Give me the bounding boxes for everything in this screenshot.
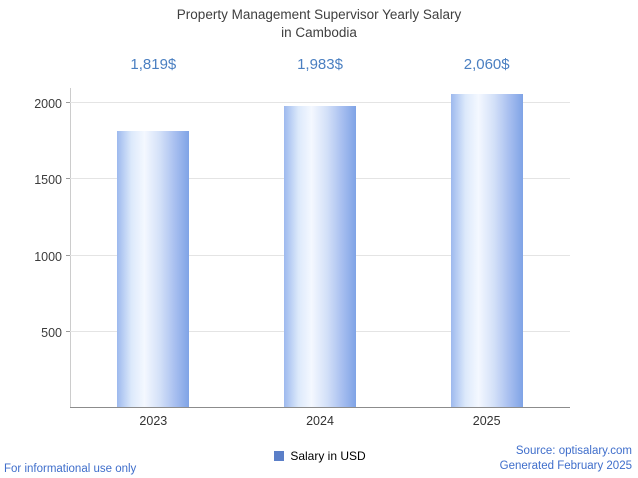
- legend-label: Salary in USD: [290, 449, 366, 463]
- bar-2024: [283, 105, 356, 407]
- x-axis-label: 2023: [139, 414, 168, 428]
- x-axis-line: [70, 407, 570, 408]
- bar-value-label: 1,983$: [297, 56, 343, 73]
- legend-swatch-icon: [274, 451, 285, 461]
- y-axis-tick: [66, 178, 70, 180]
- bar-value-label: 2,060$: [463, 56, 510, 73]
- y-axis-tick-label: 1000: [34, 249, 62, 264]
- source-link[interactable]: Source: optisalary.com: [515, 444, 632, 457]
- chart-title: Property Management Supervisor Yearly Sa…: [0, 6, 638, 41]
- plot-area: 500 1000 1500 2000: [34, 88, 570, 408]
- bar-2025: [450, 94, 523, 407]
- bar-2023: [117, 130, 190, 407]
- x-axis-labels: 2023 2024 2025: [70, 414, 570, 428]
- bars-row: [70, 88, 570, 407]
- bar-value-labels: 1,819$ 1,983$ 2,060$: [70, 56, 570, 73]
- x-axis-label: 2025: [472, 414, 501, 428]
- y-axis-line: [70, 88, 71, 408]
- chart-title-line1: Property Management Supervisor Yearly Sa…: [176, 7, 462, 22]
- chart-title-line2: in Cambodia: [281, 24, 357, 40]
- y-axis-tick-label: 500: [41, 325, 62, 340]
- legend: Salary in USD: [70, 449, 570, 463]
- bar-value-label: 1,819$: [130, 56, 177, 73]
- y-axis-tick: [66, 330, 70, 332]
- y-axis-tick: [66, 102, 70, 104]
- y-axis-tick-label: 2000: [34, 97, 62, 112]
- gridline: [70, 102, 570, 104]
- generated-date: Generated February 2025: [499, 460, 632, 473]
- x-axis-label: 2024: [306, 414, 334, 428]
- disclaimer-text: For informational use only: [4, 463, 137, 475]
- y-axis-tick: [66, 254, 70, 256]
- y-axis-tick-label: 1500: [34, 173, 62, 188]
- footer-attribution: Source: optisalary.com Generated Februar…: [500, 444, 632, 475]
